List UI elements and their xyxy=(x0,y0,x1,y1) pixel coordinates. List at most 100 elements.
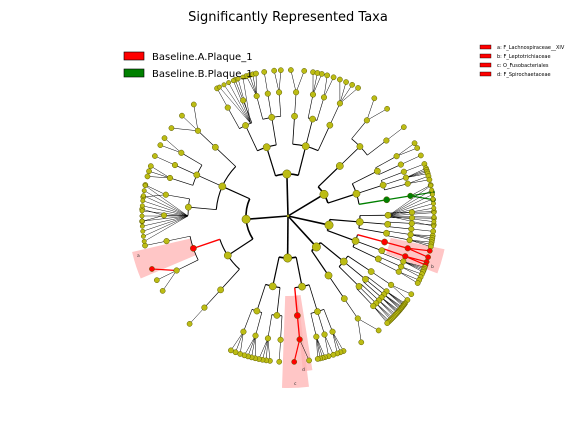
tree-leaf-branch xyxy=(255,73,257,97)
taxon-node xyxy=(349,81,355,88)
tree-leaf-branch xyxy=(375,303,391,321)
taxon-node xyxy=(224,104,231,111)
taxon-node xyxy=(271,67,278,74)
taxon-node xyxy=(407,192,414,199)
clade-key-label-a: a: F_Lachnospiraceae__XIV xyxy=(497,45,565,51)
tree-branch xyxy=(378,164,401,175)
taxon-node xyxy=(431,223,437,229)
taxon-node xyxy=(166,174,174,182)
tree-branch xyxy=(329,103,341,126)
tree-leaf-branch xyxy=(148,170,171,179)
tree-leaf-branch xyxy=(403,261,424,271)
taxon-node xyxy=(168,125,175,131)
tree-branch xyxy=(357,234,385,243)
clade-letter-c: c xyxy=(294,382,297,387)
taxon-node xyxy=(379,181,387,189)
tree-leaf-branch xyxy=(387,198,434,217)
taxon-node xyxy=(371,95,378,102)
tree-branch xyxy=(256,95,264,120)
tree-branch xyxy=(358,228,387,234)
tree-leaf-branch xyxy=(332,331,341,353)
tree-leaf-branch xyxy=(357,318,379,331)
taxon-node xyxy=(431,201,436,207)
tree-leaf-branch xyxy=(403,261,425,270)
taxon-node xyxy=(147,163,154,169)
tree-branch xyxy=(242,100,253,123)
tree-leaf-branch xyxy=(411,211,434,213)
taxon-node xyxy=(268,113,276,121)
taxon-node xyxy=(276,358,283,365)
tree-leaf-branch xyxy=(142,215,189,232)
taxon-node xyxy=(201,304,208,311)
taxon-node xyxy=(393,153,400,160)
tree-leaf-branch xyxy=(387,194,433,217)
taxon-node xyxy=(324,220,334,230)
tree-branch xyxy=(188,206,217,211)
taxon-node xyxy=(139,223,145,229)
tree-branch xyxy=(256,284,266,312)
tree-leaf-branch xyxy=(262,338,269,360)
tree-branch xyxy=(379,256,402,267)
tree-branch xyxy=(317,125,331,151)
taxon-node xyxy=(242,122,249,129)
tree-leaf-branch xyxy=(290,69,297,93)
tree-leaf-branch xyxy=(164,137,182,153)
tree-leaf-branch xyxy=(265,338,269,361)
taxon-node xyxy=(240,74,246,80)
taxon-node xyxy=(356,143,364,150)
clade-key-label-c: c: O_Fusobacteriales xyxy=(497,63,549,69)
tree-leaf-branch xyxy=(366,98,375,121)
tree-leaf-branch xyxy=(247,335,256,357)
tree-branch xyxy=(286,173,289,217)
tree-branch xyxy=(266,147,277,177)
tree-branch xyxy=(276,287,281,316)
tree-branch xyxy=(352,170,378,185)
tree-leaf-branch xyxy=(142,215,189,222)
tree-leaf-branch xyxy=(396,142,415,157)
taxon-node xyxy=(190,245,197,252)
tree-branch xyxy=(343,261,366,280)
clade-letters: a b c d xyxy=(137,254,434,387)
tree-leaf-branch xyxy=(295,70,305,93)
tree-branch xyxy=(384,241,408,249)
taxon-node xyxy=(414,280,421,286)
tree-leaf-branch xyxy=(223,84,251,124)
tree-leaf-branch xyxy=(267,338,271,361)
taxon-node xyxy=(212,143,219,151)
tree-branch xyxy=(246,215,289,221)
tree-branch xyxy=(220,268,240,291)
tree-branch xyxy=(311,250,330,276)
tree-branch xyxy=(297,146,307,176)
tree-leaf-branch xyxy=(383,294,401,310)
tree-leaf-branch xyxy=(189,307,205,325)
tree-leaf-branch xyxy=(409,239,432,245)
taxon-node xyxy=(384,320,391,326)
taxon-node xyxy=(282,169,292,179)
taxon-node xyxy=(186,321,193,327)
taxon-node xyxy=(228,347,234,354)
tree-leaf-branch xyxy=(156,270,177,281)
clade-letter-d: d xyxy=(302,367,305,373)
tree-leaf-branch xyxy=(324,334,334,355)
taxon-node xyxy=(324,72,331,79)
taxon-node xyxy=(429,187,435,193)
tree-leaf-branch xyxy=(216,88,228,108)
taxon-node xyxy=(340,295,348,303)
tree-leaf-branch xyxy=(246,75,257,97)
tree-branch xyxy=(294,92,297,117)
tree-branch xyxy=(386,230,411,235)
taxon-node xyxy=(408,214,416,221)
taxon-node xyxy=(408,226,415,233)
taxon-node xyxy=(400,168,407,175)
tree-leaf-branch xyxy=(357,318,362,343)
taxon-node xyxy=(336,100,343,107)
taxon-node xyxy=(268,282,277,291)
taxon-node xyxy=(194,127,201,134)
taxon-node xyxy=(221,82,227,88)
tree-branch xyxy=(386,195,411,201)
taxon-node xyxy=(426,176,433,183)
taxon-node xyxy=(358,339,365,346)
clade-key-label-b: b: F_Leptotrichiaceae xyxy=(497,54,551,60)
taxon-node xyxy=(160,212,168,219)
tree-leaf-branch xyxy=(293,339,301,363)
